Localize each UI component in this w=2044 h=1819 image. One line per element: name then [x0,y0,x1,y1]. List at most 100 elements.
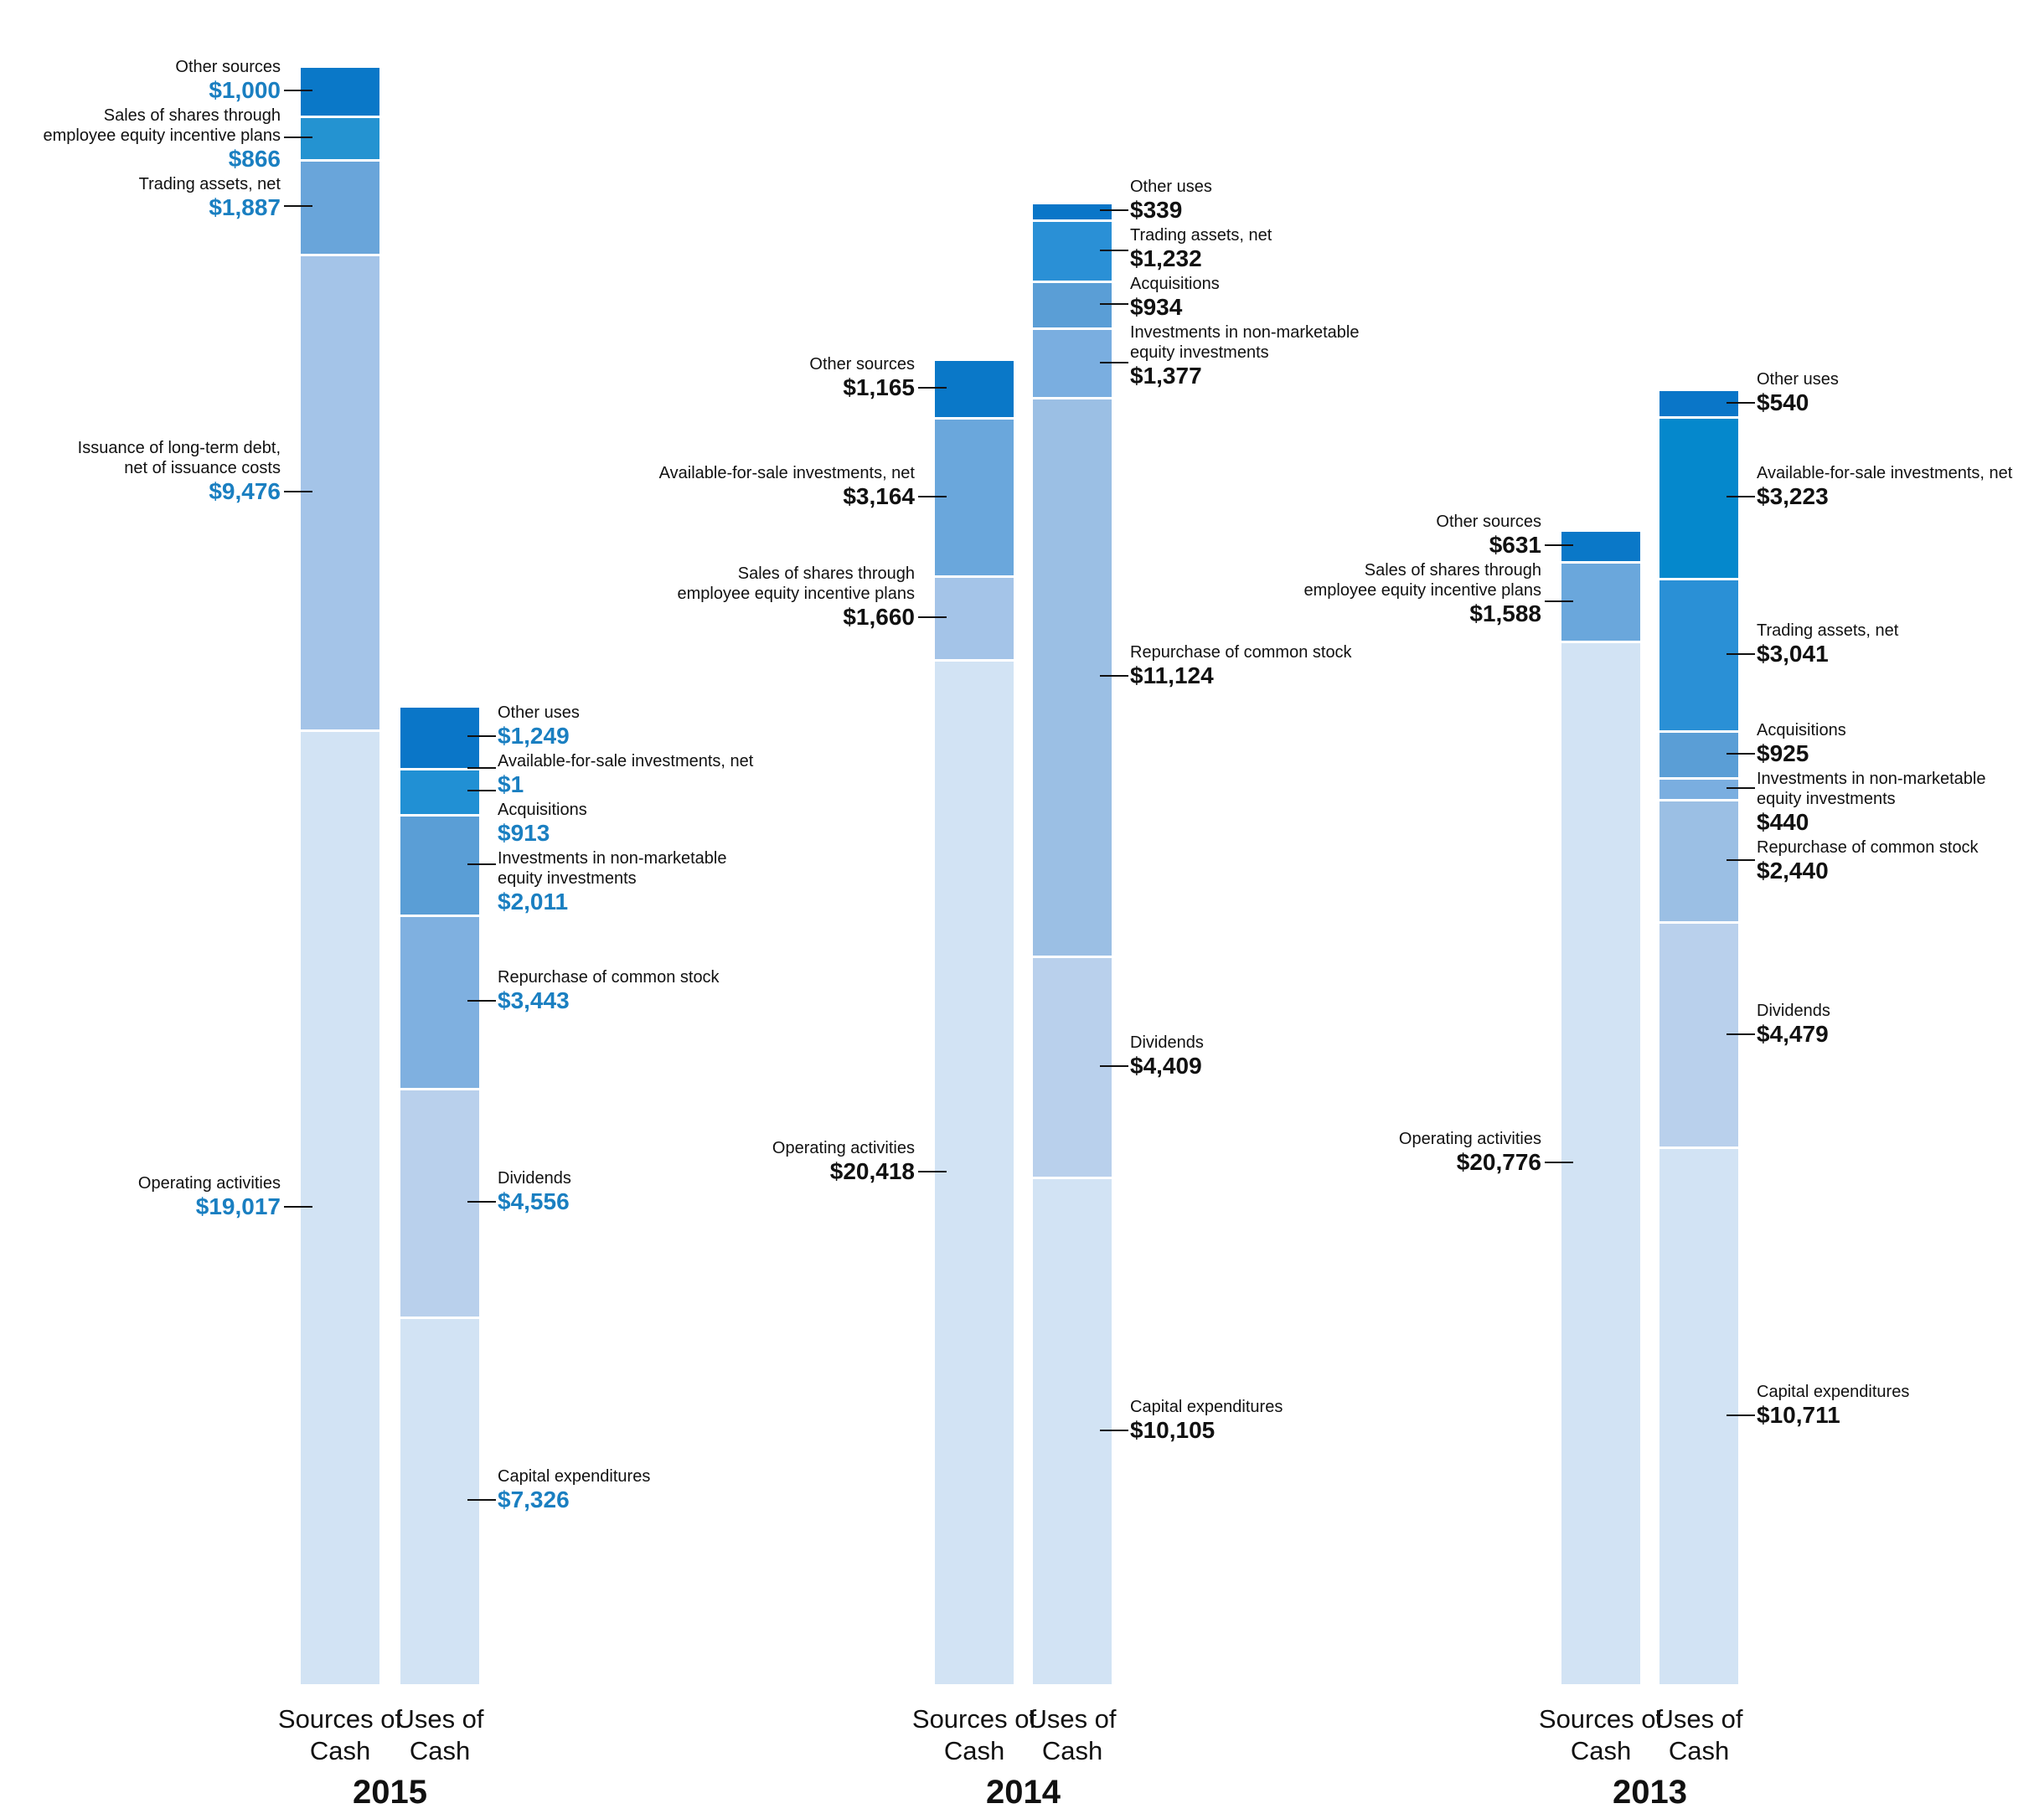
connector-line [1727,401,1755,404]
connector-line [1100,303,1128,306]
chart-title: 2015 [353,1774,427,1811]
segment-label: Sales of shares through employee equity … [43,106,281,173]
bar-segment [1659,921,1738,1147]
segment-label: Dividends $4,556 [498,1168,571,1215]
value-label: $1,588 [1469,600,1541,627]
segment-name: Sales of shares through employee equity … [43,106,281,145]
bar-segment [1033,219,1112,281]
segment-name: Operating activities [137,1173,281,1193]
bar-segment [935,658,1014,1684]
segment-name: Sales of shares through employee equity … [677,564,915,604]
connector-line [1100,361,1128,363]
segment-label: Capital expenditures $10,105 [1130,1397,1283,1444]
value-label: $3,164 [843,482,915,509]
segment-name: Capital expenditures [1757,1382,1910,1401]
segment-label: Issuance of long-term debt, net of issua… [78,438,281,505]
segment-label: Available-for-sale investments, net $3,22… [1757,463,2012,510]
value-label: $4,409 [1130,1053,1202,1080]
value-label: $11,124 [1130,662,1214,689]
segment-name: Acquisitions [1757,720,1846,739]
connector-line [467,1000,496,1002]
connector-line [918,1170,947,1172]
value-label: $10,711 [1757,1401,1840,1428]
segment-label: Other sources $1,165 [809,354,915,401]
segment-name: Trading assets, net [1757,621,1899,641]
connector-line [467,863,496,865]
segment-name: Operating activities [1398,1130,1541,1149]
segment-label: Trading assets, net $1,232 [1130,225,1272,272]
connector-line [467,1201,496,1203]
bar-segment [301,253,379,729]
value-label: $1,165 [843,374,915,400]
bar-segment [400,767,479,814]
bar-segment [1659,776,1738,800]
segment-name: Operating activities [772,1138,915,1157]
segment-name: Other sources [809,354,915,374]
segment-name: Sales of shares through employee equity … [1303,561,1541,600]
segment-name: Dividends [498,1169,571,1188]
segment-name: Repurchase of common stock [1130,643,1352,662]
segment-label: Dividends $4,479 [1757,1001,1830,1048]
segment-label: Available-for-sale investments, net $3,16… [659,463,915,510]
connector-line [918,616,947,619]
segment-name: Acquisitions [498,801,587,820]
value-label: $3,041 [1757,641,1829,667]
segment-label: Investments in non-marketable equity inv… [1130,322,1359,389]
value-label: $1,377 [1130,363,1202,389]
connector-line [284,1205,312,1208]
segment-label: Other sources $631 [1436,512,1541,559]
segment-label: Dividends $4,409 [1130,1033,1204,1080]
bar-segment [400,1316,479,1684]
bar-segment [301,115,379,159]
segment-name: Other sources [175,57,281,76]
bar-segment [400,767,479,770]
segment-name: Dividends [1130,1033,1204,1053]
segment-label: Investments in non-marketable equity inv… [1757,769,1985,836]
value-label: $866 [228,145,281,172]
value-label: $2,440 [1757,857,1829,884]
bar-segment [1033,397,1112,956]
connector-line [1727,859,1755,862]
connector-line [1727,786,1755,789]
value-label: $540 [1757,389,1809,415]
value-label: $3,443 [498,987,570,1014]
segment-label: Repurchase of common stock $11,124 [1130,642,1352,689]
connector-line [284,136,312,138]
segment-name: Trading assets, net [1130,226,1272,245]
segment-name: Other uses [498,703,580,723]
segment-label: Acquisitions $913 [498,800,587,847]
connector-line [1100,1065,1128,1068]
segment-name: Issuance of long-term debt, net of issua… [77,438,281,477]
value-label: $1,000 [209,76,281,103]
segment-name: Dividends [1757,1001,1830,1020]
value-label: $631 [1489,532,1541,559]
value-label: $440 [1757,808,1809,835]
value-label: $9,476 [209,477,281,504]
value-label: $20,776 [1456,1149,1541,1176]
bar-segment [1561,529,1640,562]
connector-line [1727,496,1755,498]
category-label: Sources of Cash [277,1704,403,1765]
bar-segment [1561,641,1640,1684]
connector-line [467,790,496,792]
value-label: $3,223 [1757,483,1829,510]
segment-label: Acquisitions $934 [1130,274,1220,321]
value-label: $4,556 [498,1188,570,1215]
segment-label: Operating activities $19,017 [138,1173,281,1220]
value-label: $925 [1757,739,1809,766]
bar-segment [1561,561,1640,642]
segment-label: Investments in non-marketable equity inv… [498,848,726,915]
segment-name: Available-for-sale investments, net [498,752,754,771]
segment-label: Other sources $1,000 [175,57,281,104]
connector-line [1100,209,1128,212]
segment-label: Sales of shares through employee equity … [1303,560,1541,627]
connector-line [1727,1414,1755,1416]
category-label: Uses of Cash [395,1704,484,1765]
segment-name: Other uses [1130,178,1212,197]
segment-label: Other uses $1,249 [498,703,580,750]
bar-segment [400,1087,479,1317]
connector-line [918,495,947,497]
segment-name: Acquisitions [1130,275,1220,294]
connector-line [284,490,312,492]
bar-segment [1033,955,1112,1177]
